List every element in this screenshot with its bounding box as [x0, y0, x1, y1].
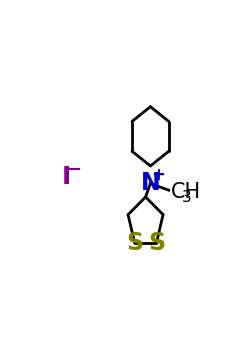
Text: S: S	[148, 231, 165, 255]
Text: CH: CH	[171, 182, 201, 202]
Text: −: −	[66, 161, 82, 179]
Text: +: +	[151, 166, 165, 184]
Text: I: I	[62, 165, 71, 189]
Text: S: S	[126, 231, 143, 255]
Text: 3: 3	[182, 190, 191, 205]
Text: N: N	[140, 172, 160, 196]
